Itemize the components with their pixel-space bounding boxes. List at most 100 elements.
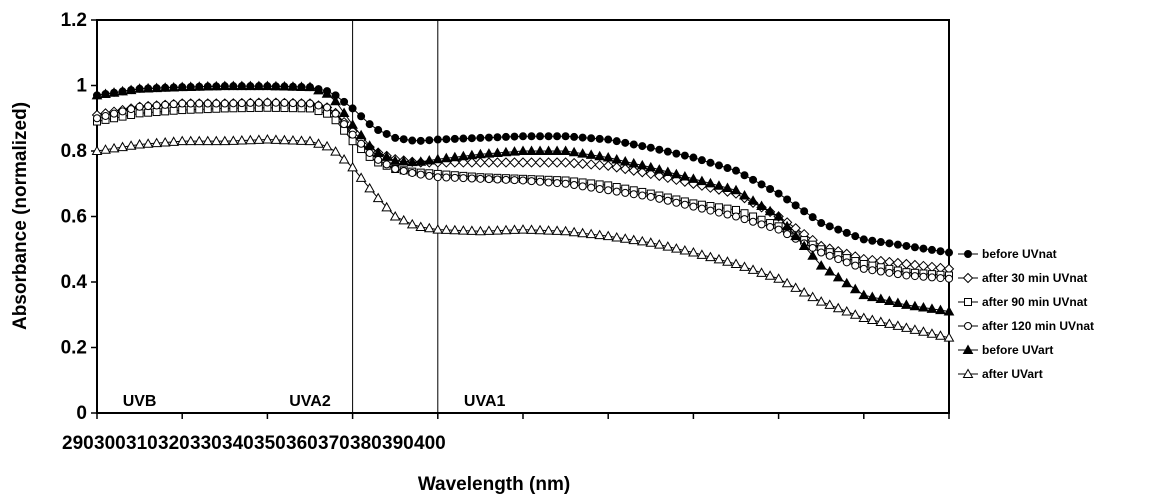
- data-point: [142, 138, 154, 148]
- data-point: [964, 298, 972, 306]
- data-point: [732, 212, 740, 221]
- data-point: [807, 250, 819, 260]
- x-tick-label: 340: [222, 433, 254, 454]
- data-point: [355, 172, 367, 182]
- legend-label: before UVnat: [982, 247, 1057, 261]
- data-point: [636, 235, 648, 246]
- data-point: [331, 116, 340, 125]
- data-point: [645, 168, 657, 180]
- data-point: [858, 289, 870, 300]
- data-point: [655, 194, 664, 203]
- data-point: [851, 261, 860, 270]
- data-point: [910, 272, 919, 281]
- x-tick-label: 330: [190, 433, 222, 454]
- data-point: [185, 135, 197, 146]
- data-point: [909, 324, 921, 334]
- data-point: [509, 157, 520, 168]
- data-point: [568, 157, 580, 169]
- data-point: [391, 133, 400, 142]
- data-point: [747, 195, 759, 205]
- data-point: [108, 142, 120, 153]
- data-point: [406, 156, 418, 167]
- data-point: [585, 228, 597, 239]
- data-point: [331, 109, 340, 118]
- data-point: [210, 135, 222, 146]
- data-point: [800, 207, 809, 216]
- data-point: [935, 330, 946, 340]
- data-point: [578, 182, 587, 191]
- data-point: [875, 293, 887, 304]
- region-labels: UVB UVA2 UVA1: [123, 393, 506, 410]
- data-point: [602, 230, 614, 241]
- data-point: [824, 266, 836, 276]
- data-point: [314, 101, 323, 110]
- data-point: [297, 99, 306, 108]
- data-point: [834, 225, 843, 234]
- data-point: [936, 247, 945, 256]
- y-tick-label: 1: [76, 76, 87, 97]
- data-point: [134, 83, 145, 93]
- data-point: [151, 82, 162, 93]
- data-point: [645, 161, 657, 172]
- data-point: [304, 135, 316, 146]
- data-point: [423, 154, 435, 165]
- data-point: [408, 168, 417, 177]
- data-point: [790, 230, 801, 241]
- data-point: [493, 175, 502, 184]
- data-point: [227, 135, 239, 145]
- data-point: [602, 160, 614, 171]
- data-point: [519, 176, 527, 185]
- data-point: [756, 267, 767, 277]
- data-point: [338, 153, 350, 164]
- data-point: [672, 149, 681, 158]
- data-point: [526, 224, 537, 234]
- data-point: [500, 224, 512, 235]
- data-point: [766, 222, 775, 231]
- legend: before UVnat after 30 min UVnat after 90 m…: [958, 247, 1094, 381]
- data-point: [176, 81, 188, 92]
- data-point: [330, 95, 341, 106]
- data-point: [304, 81, 316, 92]
- data-point: [909, 300, 921, 311]
- data-point: [466, 157, 478, 168]
- data-point: [807, 291, 819, 302]
- data-point: [621, 138, 630, 147]
- data-point: [220, 99, 229, 108]
- data-point: [629, 140, 638, 149]
- data-point: [585, 149, 597, 159]
- data-point: [176, 135, 188, 146]
- data-point: [594, 229, 606, 240]
- data-point: [834, 255, 843, 264]
- data-point: [636, 159, 648, 170]
- data-point: [270, 134, 282, 144]
- data-point: [866, 291, 878, 302]
- y-tick-label: 0.6: [61, 207, 87, 228]
- data-point: [663, 147, 672, 156]
- data-point: [450, 173, 459, 182]
- data-point: [604, 135, 613, 144]
- data-point: [722, 256, 733, 266]
- data-point: [824, 299, 836, 309]
- y-tick-label: 0.2: [61, 338, 87, 359]
- data-point: [638, 142, 647, 151]
- region-dividers: [352, 20, 439, 413]
- data-point: [287, 81, 299, 91]
- data-point: [612, 137, 621, 146]
- data-point: [245, 80, 256, 91]
- data-point: [919, 244, 928, 253]
- data-point: [425, 171, 434, 180]
- data-point: [357, 139, 366, 148]
- data-point: [296, 81, 307, 91]
- data-point: [646, 143, 655, 152]
- data-point: [527, 132, 536, 141]
- data-point: [246, 98, 255, 107]
- x-category-labels: 290 300 310 320 330 340 350 360 370 380 390 400: [62, 433, 446, 454]
- region-label: UVA2: [289, 393, 331, 410]
- x-axis-ticks: [96, 413, 950, 419]
- data-point: [108, 87, 120, 97]
- data-point: [621, 188, 630, 197]
- data-point: [764, 205, 776, 216]
- data-point: [783, 230, 792, 239]
- data-point: [936, 274, 945, 283]
- data-point: [536, 177, 545, 186]
